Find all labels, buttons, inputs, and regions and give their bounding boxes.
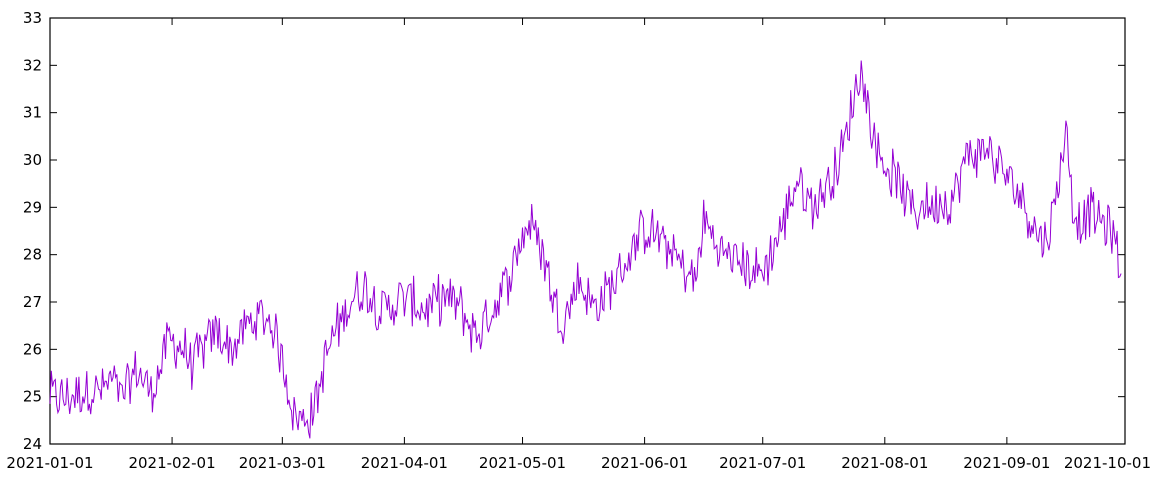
x-tick-label: 2021-01-01 bbox=[6, 454, 93, 472]
x-tick-label: 2021-10-01 bbox=[1064, 454, 1151, 472]
y-tick-label: 25 bbox=[23, 388, 42, 406]
y-tick-label: 29 bbox=[23, 198, 42, 216]
series-layer bbox=[49, 60, 1122, 439]
x-tick-label: 2021-05-01 bbox=[479, 454, 566, 472]
x-axis: 2021-01-01 2021-02-01 2021-03-01 2021-04-01… bbox=[6, 18, 1151, 472]
y-tick-label: 28 bbox=[23, 246, 42, 264]
x-tick-label: 2021-03-01 bbox=[239, 454, 326, 472]
x-tick-label: 2021-07-01 bbox=[719, 454, 806, 472]
x-tick-label: 2021-09-01 bbox=[963, 454, 1050, 472]
y-axis: 24 25 26 27 28 29 30 31 32 33 bbox=[23, 9, 1125, 453]
y-tick-label: 26 bbox=[23, 340, 42, 358]
series-line bbox=[49, 60, 1122, 439]
x-tick-label: 2021-04-01 bbox=[361, 454, 448, 472]
x-tick-label: 2021-08-01 bbox=[841, 454, 928, 472]
y-tick-label: 32 bbox=[23, 56, 42, 74]
plot-frame bbox=[49, 17, 1126, 445]
y-tick-label: 27 bbox=[23, 293, 42, 311]
x-tick-label: 2021-06-01 bbox=[601, 454, 688, 472]
y-tick-label: 33 bbox=[23, 9, 42, 27]
y-tick-label: 24 bbox=[23, 435, 42, 453]
y-tick-label: 31 bbox=[23, 104, 42, 122]
y-tick-label: 30 bbox=[23, 151, 42, 169]
x-tick-label: 2021-02-01 bbox=[128, 454, 215, 472]
